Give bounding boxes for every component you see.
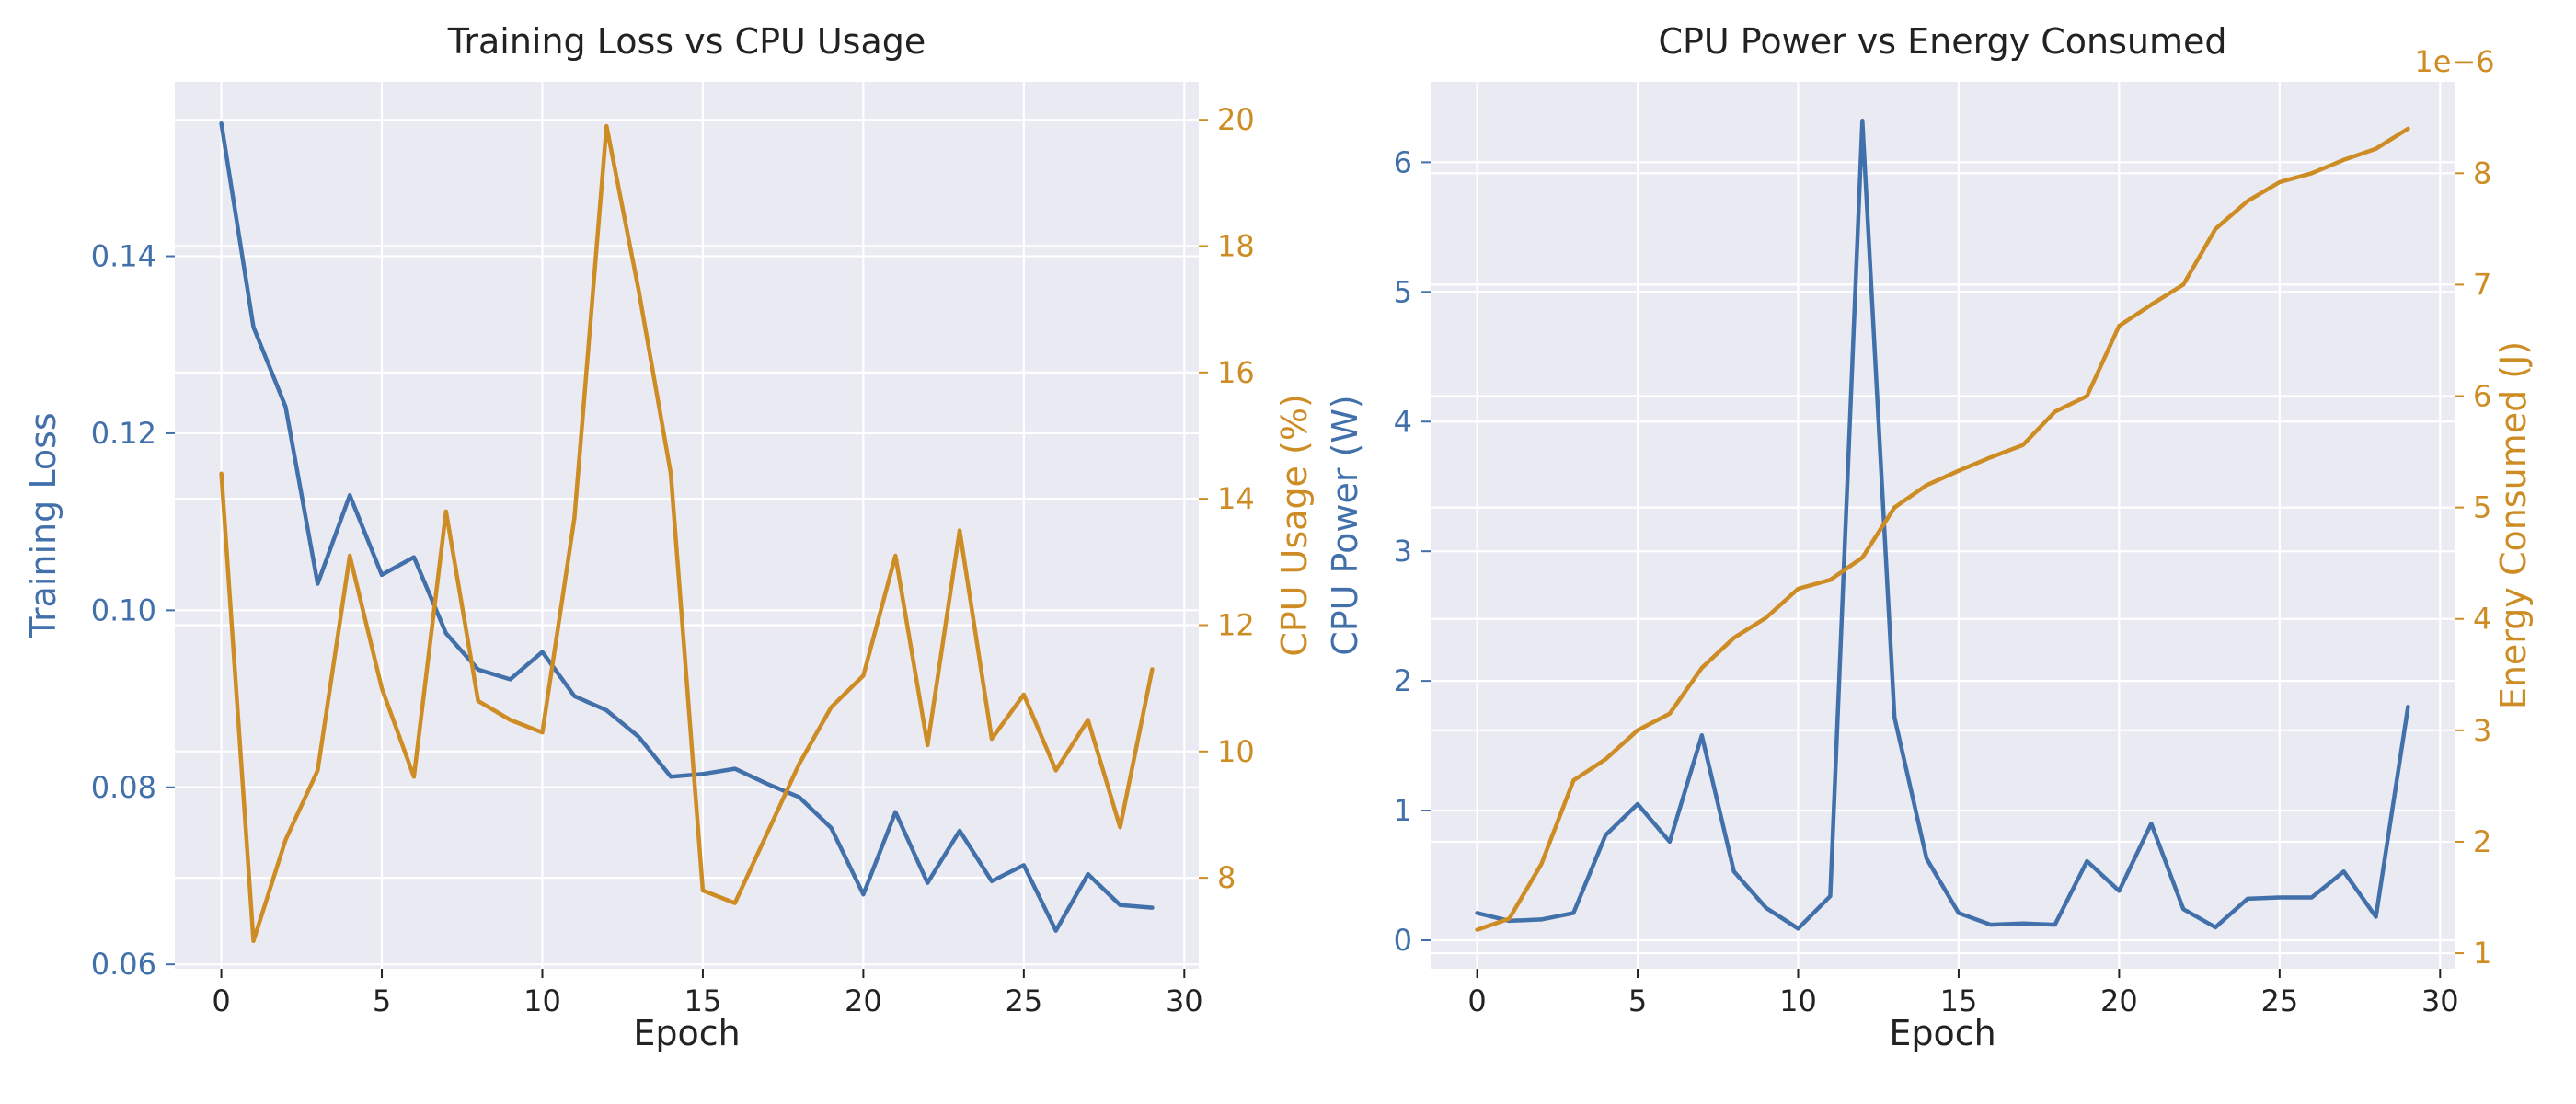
chart-2-series-left-line <box>1475 119 2410 931</box>
chart-1-ytick-label: 0.06 <box>91 947 156 982</box>
chart-1-grid <box>175 82 1199 969</box>
chart-1-xtick-label: 10 <box>523 983 561 1018</box>
chart-2-y2tick-label: 8 <box>2473 155 2491 190</box>
chart-2-y2tick-label: 5 <box>2473 490 2491 525</box>
chart-2-xtick-label: 10 <box>1779 983 1817 1018</box>
chart-1-y2tick-label: 14 <box>1217 481 1255 516</box>
chart-1-y2tick-label: 8 <box>1217 860 1236 895</box>
chart-2-y2tick-label: 2 <box>2473 824 2491 859</box>
chart-1-y2tick-label: 18 <box>1217 229 1255 264</box>
chart-2-ytick-label: 3 <box>1394 534 1412 569</box>
chart-2-y2tick-label: 4 <box>2473 602 2491 637</box>
chart-2-ylabel: CPU Power (W) <box>1325 395 1365 656</box>
chart-1-xtick-label: 25 <box>1005 983 1042 1018</box>
chart-2-xtick-label: 15 <box>1940 983 1978 1018</box>
chart-2: 0 5 10 15 20 25 30 0 1 2 3 4 5 6 1 2 3 4 5 6 7 8 CPU Power vs … <box>1325 21 2534 1053</box>
chart-2-plot-area <box>1431 82 2455 969</box>
chart-2-y2tick-label: 3 <box>2473 713 2491 748</box>
chart-2-xlabel: Epoch <box>1889 1013 1995 1053</box>
chart-2-title: CPU Power vs Energy Consumed <box>1658 21 2226 62</box>
chart-1-series-left-line <box>219 121 1155 933</box>
chart-1-xtick-label: 0 <box>212 983 230 1018</box>
chart-1-ytick-label: 0.14 <box>91 239 156 274</box>
chart-2-ytick-label: 4 <box>1394 404 1412 439</box>
chart-2-xtick-label: 25 <box>2260 983 2298 1018</box>
chart-1-ytick-label: 0.08 <box>91 770 156 805</box>
chart-2-ytick-label: 1 <box>1394 793 1412 828</box>
chart-2-xtick-label: 30 <box>2421 983 2459 1018</box>
chart-2-y2label: Energy Consumed (J) <box>2493 341 2534 709</box>
chart-2-ytick-label: 6 <box>1394 144 1412 179</box>
chart-1-y2tick-label: 20 <box>1217 102 1255 137</box>
chart-1-series-right-line <box>219 123 1155 944</box>
chart-1-ytick-label: 0.10 <box>91 592 156 627</box>
chart-1-ylabel: Training Loss <box>23 412 63 638</box>
chart-2-y2-offset-label: 1e−6 <box>2414 44 2494 79</box>
chart-2-xtick-label: 20 <box>2100 983 2138 1018</box>
chart-2-ytick-label: 2 <box>1394 663 1412 698</box>
chart-2-xtick-label: 5 <box>1628 983 1647 1018</box>
chart-2-series-right-line <box>1475 126 2410 932</box>
chart-1: 0 5 10 15 20 25 30 0.06 0.08 0.10 0.12 0.14 8 10 12 14 1… <box>23 21 1315 1053</box>
chart-2-ytick-label: 0 <box>1394 923 1412 958</box>
chart-1-ytick-label: 0.12 <box>91 416 156 451</box>
chart-1-y2tick-label: 10 <box>1217 734 1255 769</box>
chart-2-y2tick-label: 7 <box>2473 267 2491 302</box>
chart-1-xlabel: Epoch <box>633 1013 740 1053</box>
chart-2-y2tick-label: 6 <box>2473 379 2491 414</box>
chart-1-xtick-label: 20 <box>845 983 882 1018</box>
chart-2-y2tick-label: 1 <box>2473 936 2491 971</box>
chart-1-xtick-label: 15 <box>684 983 722 1018</box>
chart-1-y2tick-label: 12 <box>1217 607 1255 642</box>
chart-1-title: Training Loss vs CPU Usage <box>447 21 926 62</box>
chart-1-xtick-label: 30 <box>1166 983 1203 1018</box>
chart-1-y2tick-label: 16 <box>1217 355 1255 390</box>
chart-1-plot-area <box>175 82 1199 969</box>
chart-1-y2label: CPU Usage (%) <box>1274 394 1315 657</box>
chart-1-xtick-label: 5 <box>373 983 391 1018</box>
chart-2-ytick-label: 5 <box>1394 274 1412 309</box>
chart-2-xtick-label: 0 <box>1467 983 1486 1018</box>
